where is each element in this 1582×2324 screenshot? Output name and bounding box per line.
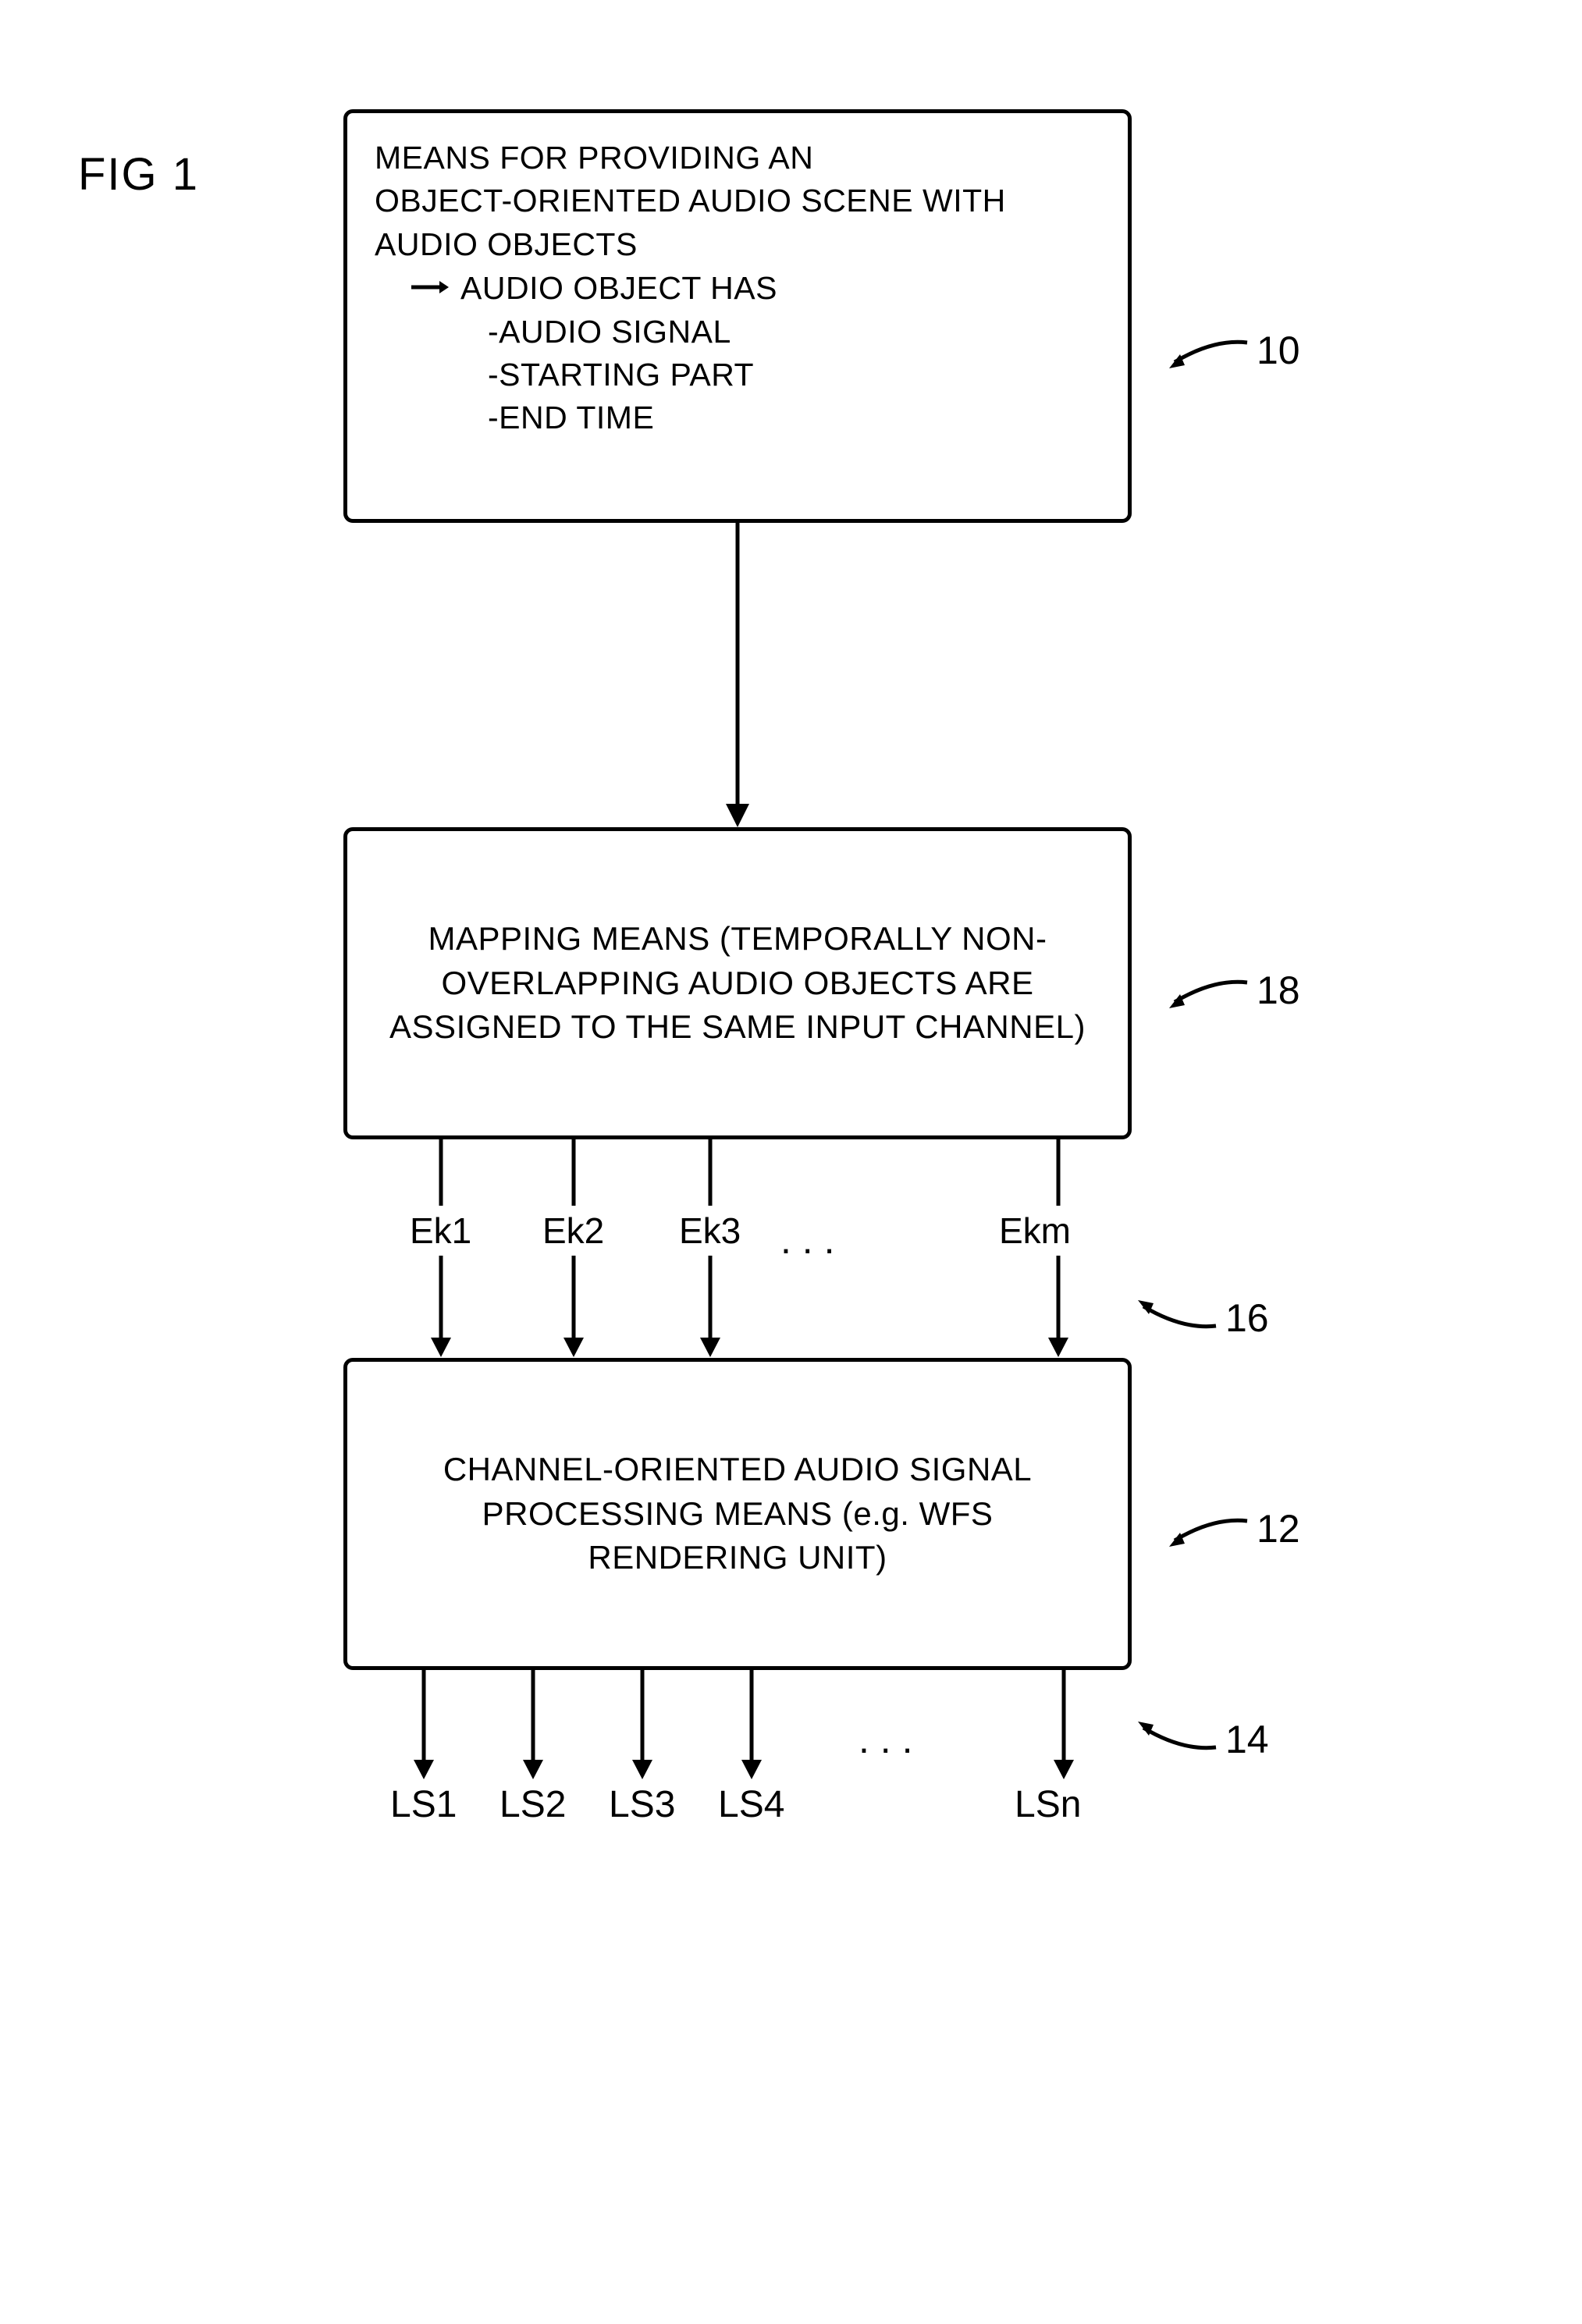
ref-12: 12: [1163, 1506, 1300, 1551]
ref-10: 10: [1163, 328, 1300, 373]
ref-14: 14: [1132, 1717, 1269, 1762]
ek-label-m: Ekm: [999, 1210, 1071, 1252]
box1-subheader-row: AUDIO OBJECT HAS: [410, 266, 1100, 311]
ls-output-2: LS2: [499, 1670, 566, 1826]
ref-10-text: 10: [1257, 328, 1300, 373]
ls-label-1: LS1: [390, 1783, 457, 1826]
ls-label-n: LSn: [1015, 1783, 1081, 1826]
ek-channels-section: Ek1 Ek2 Ek3: [343, 1139, 1132, 1358]
ek-channel-m: Ekm: [1046, 1139, 1071, 1357]
diagram-container: MEANS FOR PROVIDING AN OBJECT-ORIENTED A…: [336, 109, 1350, 1842]
box1-title-line3: AUDIO OBJECTS: [375, 223, 1100, 266]
box3-line3: RENDERING UNIT): [443, 1536, 1032, 1580]
ref-16: 16: [1132, 1295, 1269, 1341]
box1-item1: -AUDIO SIGNAL: [488, 311, 1100, 354]
box1-title-line2: OBJECT-ORIENTED AUDIO SCENE WITH: [375, 179, 1100, 222]
box-providing-means: MEANS FOR PROVIDING AN OBJECT-ORIENTED A…: [343, 109, 1132, 523]
ek-label-1: Ek1: [410, 1210, 471, 1252]
ek-label-2: Ek2: [542, 1210, 604, 1252]
curved-arrow-icon: [1132, 1299, 1218, 1338]
ls-label-2: LS2: [499, 1783, 566, 1826]
box-mapping-means: MAPPING MEANS (TEMPORALLY NON- OVERLAPPI…: [343, 827, 1132, 1139]
box3-line1: CHANNEL-ORIENTED AUDIO SIGNAL: [443, 1448, 1032, 1492]
ek-channel-3: Ek3: [679, 1139, 741, 1357]
curved-arrow-icon: [1163, 971, 1249, 1010]
connector-arrow-1: [343, 523, 1132, 827]
ls-output-4: LS4: [718, 1670, 784, 1826]
ref-18-text: 18: [1257, 968, 1300, 1013]
box1-item3: -END TIME: [488, 396, 1100, 439]
box1-subheader: AUDIO OBJECT HAS: [460, 267, 777, 310]
curved-arrow-icon: [1163, 331, 1249, 370]
box1-item2: -STARTING PART: [488, 354, 1100, 396]
ek-channel-1: Ek1: [410, 1139, 471, 1357]
box-channel-processing: CHANNEL-ORIENTED AUDIO SIGNAL PROCESSING…: [343, 1358, 1132, 1670]
box2-line1: MAPPING MEANS (TEMPORALLY NON-: [389, 917, 1086, 961]
ls-output-1: LS1: [390, 1670, 457, 1826]
curved-arrow-icon: [1163, 1509, 1249, 1548]
ls-output-n: LSn: [1046, 1670, 1081, 1826]
figure-label: FIG 1: [78, 148, 199, 201]
ls-label-4: LS4: [718, 1783, 784, 1826]
ref-12-text: 12: [1257, 1506, 1300, 1551]
ref-16-text: 16: [1225, 1295, 1269, 1341]
ls-dots: . . .: [859, 1717, 912, 1762]
ls-outputs-section: LS1 LS2 LS3 LS4 . . .: [343, 1670, 1132, 1842]
box1-content: MEANS FOR PROVIDING AN OBJECT-ORIENTED A…: [375, 137, 1100, 440]
box3-content: CHANNEL-ORIENTED AUDIO SIGNAL PROCESSING…: [443, 1448, 1032, 1580]
ls-output-3: LS3: [609, 1670, 675, 1826]
box2-line3: ASSIGNED TO THE SAME INPUT CHANNEL): [389, 1005, 1086, 1050]
box3-line2: PROCESSING MEANS (e.g. WFS: [443, 1492, 1032, 1537]
curved-arrow-icon: [1132, 1720, 1218, 1759]
box2-content: MAPPING MEANS (TEMPORALLY NON- OVERLAPPI…: [389, 917, 1086, 1050]
ek-dots: . . .: [780, 1217, 834, 1263]
arrow-right-icon: [410, 266, 449, 311]
box2-line2: OVERLAPPING AUDIO OBJECTS ARE: [389, 961, 1086, 1006]
ref-18: 18: [1163, 968, 1300, 1013]
box1-title-line1: MEANS FOR PROVIDING AN: [375, 137, 1100, 179]
ref-14-text: 14: [1225, 1717, 1269, 1762]
ls-label-3: LS3: [609, 1783, 675, 1826]
ek-label-3: Ek3: [679, 1210, 741, 1252]
ek-channel-2: Ek2: [542, 1139, 604, 1357]
